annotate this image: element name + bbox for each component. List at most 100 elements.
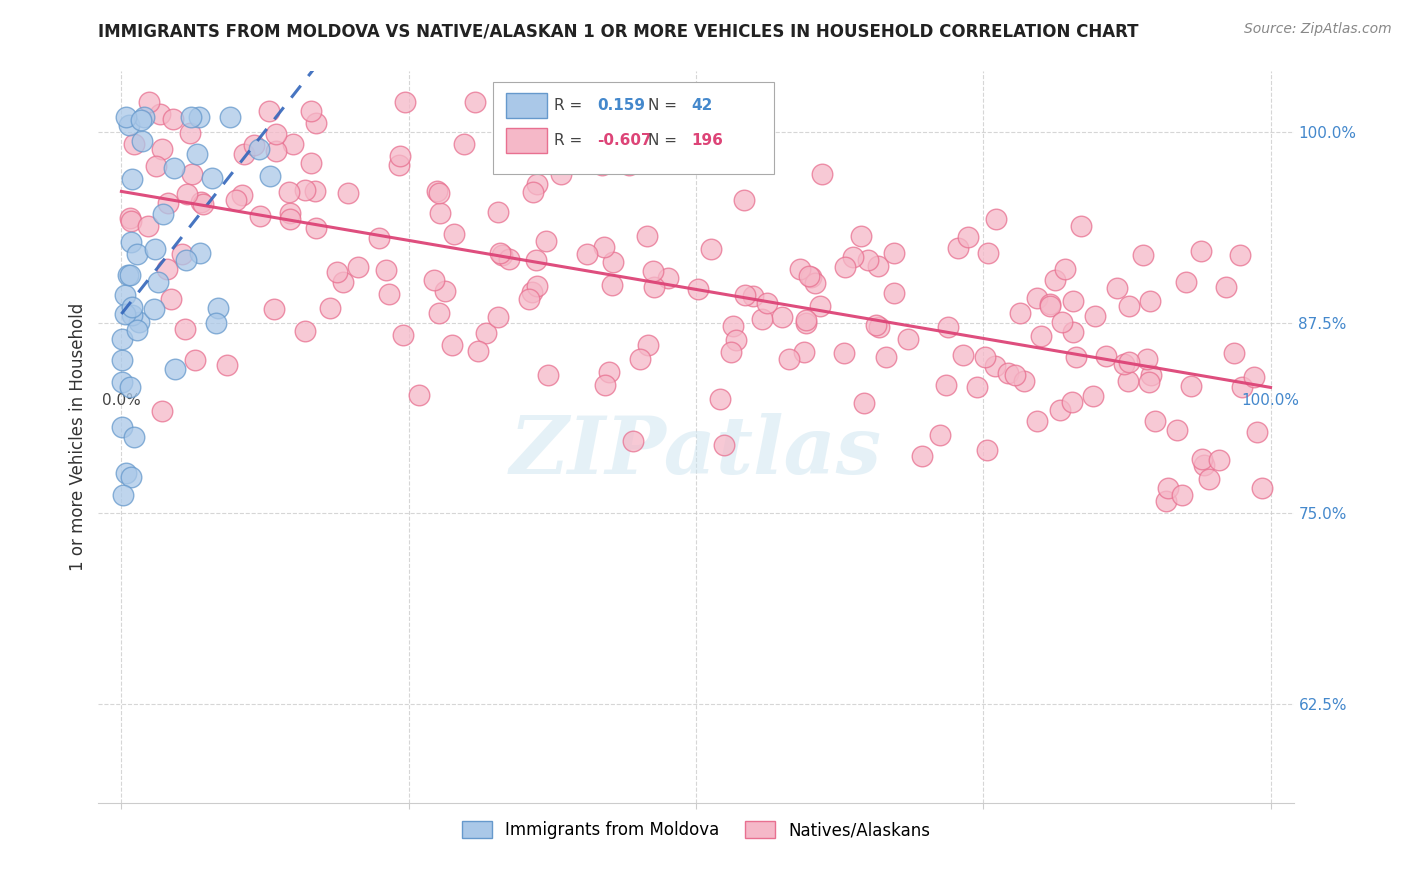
Point xyxy=(319,301,342,315)
Point xyxy=(114,467,136,481)
Point xyxy=(600,278,623,293)
Point xyxy=(488,245,510,260)
Point xyxy=(215,358,238,372)
Point xyxy=(259,169,281,183)
Point xyxy=(520,285,543,300)
Point xyxy=(966,380,988,394)
Point xyxy=(734,288,756,302)
Point xyxy=(700,242,723,256)
Point xyxy=(1139,368,1161,383)
Point xyxy=(125,323,148,337)
Point xyxy=(1095,350,1118,364)
Point xyxy=(277,186,299,200)
Point xyxy=(536,368,558,382)
Point xyxy=(1054,262,1077,277)
Point xyxy=(114,307,136,321)
Text: IMMIGRANTS FROM MOLDOVA VS NATIVE/ALASKAN 1 OR MORE VEHICLES IN HOUSEHOLD CORREL: IMMIGRANTS FROM MOLDOVA VS NATIVE/ALASKA… xyxy=(98,22,1139,40)
Text: R =: R = xyxy=(554,98,586,113)
Point xyxy=(720,344,742,359)
Point xyxy=(522,186,544,200)
Point xyxy=(755,296,778,310)
Point xyxy=(883,285,905,300)
Point xyxy=(440,337,463,351)
Point xyxy=(984,359,1007,373)
Point xyxy=(190,195,212,210)
Point xyxy=(1064,351,1087,365)
Point xyxy=(491,248,513,262)
Point xyxy=(464,95,486,109)
Point xyxy=(264,144,287,158)
Point xyxy=(120,214,142,228)
Point xyxy=(304,184,326,198)
Point xyxy=(207,301,229,316)
Point xyxy=(524,253,547,268)
Point xyxy=(179,126,201,140)
Point xyxy=(181,167,204,181)
Point xyxy=(1251,481,1274,495)
Point xyxy=(526,177,548,191)
Point xyxy=(112,488,135,502)
Point xyxy=(1246,425,1268,439)
Point xyxy=(111,375,134,389)
Point xyxy=(375,263,398,277)
Point xyxy=(1157,482,1180,496)
Point xyxy=(1060,395,1083,409)
Point xyxy=(243,138,266,153)
Point xyxy=(263,301,285,316)
Point xyxy=(1116,375,1139,389)
Point xyxy=(143,302,166,317)
Point xyxy=(808,299,831,313)
Point xyxy=(977,246,1000,260)
Text: 42: 42 xyxy=(692,98,713,113)
Point xyxy=(188,246,211,260)
Point xyxy=(128,315,150,329)
Point xyxy=(118,268,141,282)
Point xyxy=(150,404,173,418)
Point xyxy=(1004,368,1026,382)
Point xyxy=(957,229,980,244)
Point xyxy=(621,434,644,449)
Point xyxy=(163,361,186,376)
Point xyxy=(118,118,141,132)
Point xyxy=(201,170,224,185)
Text: N =: N = xyxy=(648,98,682,113)
Point xyxy=(1012,374,1035,388)
Point xyxy=(422,273,444,287)
Point xyxy=(643,279,665,293)
Point xyxy=(1084,309,1107,323)
Point xyxy=(143,242,166,256)
Point xyxy=(337,186,360,200)
Point xyxy=(233,147,256,161)
Point xyxy=(120,470,142,484)
Point xyxy=(115,110,138,124)
Point xyxy=(1191,452,1213,467)
Point xyxy=(1137,375,1160,389)
Point xyxy=(125,246,148,260)
Point xyxy=(186,146,208,161)
Point xyxy=(204,316,226,330)
Text: 100.0%: 100.0% xyxy=(1241,393,1299,409)
Point xyxy=(713,438,735,452)
Point xyxy=(121,301,143,315)
Point xyxy=(247,142,270,156)
Point xyxy=(1170,488,1192,502)
FancyBboxPatch shape xyxy=(506,94,547,118)
Point xyxy=(628,352,651,367)
Point xyxy=(834,260,856,274)
Point xyxy=(157,195,180,210)
Point xyxy=(122,430,145,444)
Point xyxy=(148,275,170,289)
Point xyxy=(1039,296,1062,310)
Text: Source: ZipAtlas.com: Source: ZipAtlas.com xyxy=(1244,22,1392,37)
Point xyxy=(725,333,748,347)
Point xyxy=(770,310,793,325)
Y-axis label: 1 or more Vehicles in Household: 1 or more Vehicles in Household xyxy=(69,303,87,571)
Point xyxy=(117,268,139,282)
Point xyxy=(388,158,411,172)
Point xyxy=(326,265,349,279)
Point xyxy=(1118,355,1140,369)
Point xyxy=(550,167,572,181)
Point xyxy=(1189,244,1212,258)
Point xyxy=(1139,294,1161,309)
Point xyxy=(733,193,755,207)
